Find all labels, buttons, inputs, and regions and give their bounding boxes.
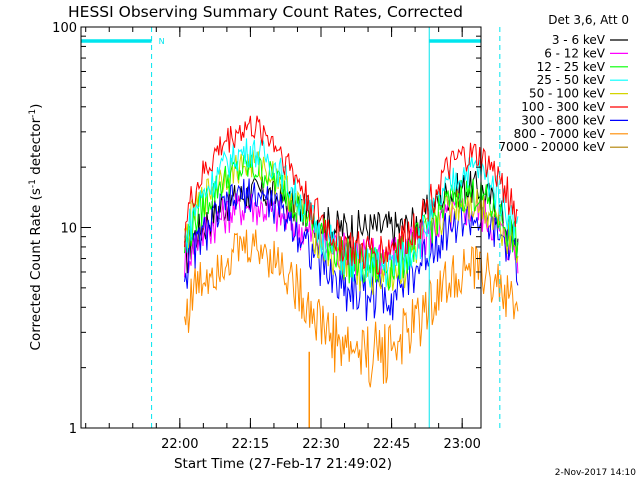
legend-label-4: 50 - 100 keV	[529, 87, 606, 101]
series-line-0	[184, 170, 519, 274]
y-axis-label-sup1: -1	[28, 179, 38, 188]
series-line-7	[184, 229, 519, 388]
x-tick-label-0: 22:00	[161, 437, 198, 452]
y-axis-label-main: Corrected Count Rate (s	[28, 188, 44, 350]
x-axis: 22:00 22:15 22:30 22:45 23:00	[85, 27, 481, 452]
y-tick-label-2: 100	[52, 21, 77, 36]
x-tick-label-4: 23:00	[443, 437, 480, 452]
night-marker-label: N	[159, 37, 165, 46]
x-axis-label: Start Time (27-Feb-17 21:49:02)	[174, 456, 392, 472]
legend-title: Det 3,6, Att 0	[548, 13, 629, 27]
y-tick-label-0: 1	[69, 422, 77, 437]
y-axis-label-end: )	[28, 104, 44, 109]
chart-traces	[184, 115, 519, 428]
series-line-5	[184, 115, 519, 275]
legend-label-7: 800 - 7000 keV	[514, 127, 606, 141]
legend-label-8: 7000 - 20000 keV	[498, 140, 605, 154]
legend-label-0: 3 - 6 keV	[552, 33, 606, 47]
chart-title: HESSI Observing Summary Count Rates, Cor…	[68, 3, 463, 21]
legend-label-1: 6 - 12 keV	[544, 46, 606, 60]
x-tick-label-3: 22:45	[373, 437, 410, 452]
legend-label-2: 12 - 25 keV	[537, 60, 606, 74]
date-stamp: 2-Nov-2017 14:10	[555, 468, 637, 478]
y-axis: 1 10 100	[52, 21, 481, 437]
x-tick-label-1: 22:15	[232, 437, 269, 452]
y-tick-label-1: 10	[60, 222, 77, 237]
legend-label-5: 100 - 300 keV	[521, 100, 605, 114]
x-tick-label-2: 22:30	[302, 437, 339, 452]
y-axis-label-sup2: -1	[28, 109, 38, 118]
legend-label-3: 25 - 50 keV	[537, 73, 606, 87]
legend-label-6: 300 - 800 keV	[521, 113, 605, 127]
y-axis-label: Corrected Count Rate (s-1 detector-1)	[28, 104, 44, 351]
y-axis-label-mid: detector	[28, 117, 44, 179]
series-line-6	[184, 178, 519, 321]
